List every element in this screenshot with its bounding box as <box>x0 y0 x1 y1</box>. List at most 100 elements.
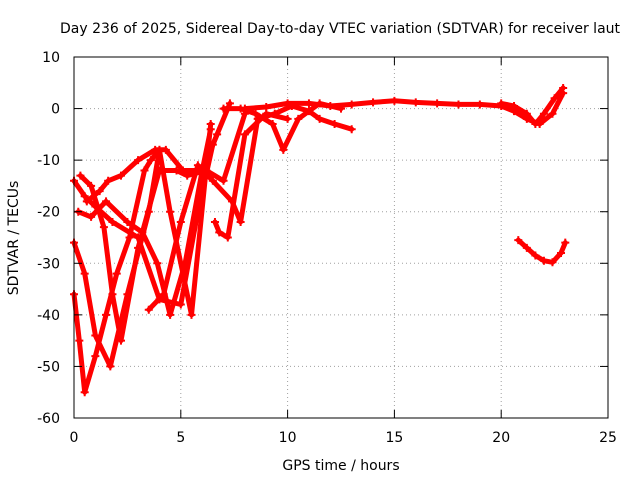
data-point <box>178 166 187 175</box>
data-point <box>539 256 548 265</box>
data-point <box>262 109 271 118</box>
data-point <box>134 156 143 165</box>
x-tick-label: 25 <box>599 430 617 446</box>
data-point <box>213 130 222 139</box>
plot-frame <box>73 56 609 419</box>
data-point <box>146 156 155 165</box>
data-point <box>240 104 249 113</box>
data-point <box>153 259 162 268</box>
data-point <box>330 120 339 129</box>
data-point <box>514 236 523 245</box>
data-point <box>125 233 134 242</box>
data-point <box>75 336 84 345</box>
data-point <box>151 145 160 154</box>
data-point <box>144 305 153 314</box>
y-tick-label: 10 <box>42 50 60 66</box>
data-point <box>559 83 568 92</box>
data-point <box>176 300 185 309</box>
x-tick-label: 10 <box>279 430 297 446</box>
data-point <box>166 207 175 216</box>
data-point <box>95 187 104 196</box>
data-point <box>193 161 202 170</box>
data-point <box>548 109 557 118</box>
data-point <box>91 352 100 361</box>
series-trace <box>146 103 355 313</box>
data-point <box>294 114 303 123</box>
data-point <box>283 114 292 123</box>
data-point <box>531 120 540 129</box>
y-tick-label: -60 <box>37 411 60 427</box>
data-point <box>315 114 324 123</box>
y-axis-label: SDTVAR / TECUs <box>6 181 22 296</box>
data-point <box>102 197 111 206</box>
data-point <box>236 218 245 227</box>
data-point <box>99 223 108 232</box>
data-point <box>140 166 149 175</box>
data-point <box>223 233 232 242</box>
data-point <box>251 109 260 118</box>
data-point <box>87 181 96 190</box>
data-point <box>557 248 566 257</box>
series-track-11 <box>497 83 568 129</box>
data-point <box>454 100 463 109</box>
data-point <box>550 94 559 103</box>
data-point <box>475 100 484 109</box>
series-track-7 <box>144 101 356 314</box>
data-point <box>80 388 89 397</box>
data-point <box>347 100 356 109</box>
data-point <box>104 176 113 185</box>
data-point <box>166 310 175 319</box>
x-tick-label: 20 <box>492 430 510 446</box>
data-point <box>219 176 228 185</box>
data-point <box>219 104 228 113</box>
data-point <box>144 207 153 216</box>
x-axis-label: GPS time / hours <box>282 458 399 474</box>
series-track-8 <box>210 109 292 242</box>
data-point <box>390 96 399 105</box>
y-tick-label: -50 <box>37 359 60 375</box>
data-point <box>215 228 224 237</box>
x-tick-label: 0 <box>70 430 79 446</box>
data-point <box>91 331 100 340</box>
data-point <box>102 310 111 319</box>
data-point <box>326 101 335 110</box>
data-point <box>433 99 442 108</box>
data-point <box>539 109 548 118</box>
data-point <box>187 310 196 319</box>
data-point <box>279 145 288 154</box>
data-point <box>522 109 531 118</box>
tick-layer: 0 5 10 15 20 25 -60 -50 -40 -30 -20 -10 0 10 <box>37 50 617 446</box>
data-point <box>268 120 277 129</box>
y-tick-label: -40 <box>37 308 60 324</box>
series-trace <box>84 126 214 204</box>
data-point <box>225 99 234 108</box>
y-tick-label: -10 <box>37 153 60 169</box>
data-point <box>106 362 115 371</box>
data-point <box>80 269 89 278</box>
data-point <box>123 290 132 299</box>
data-point <box>531 251 540 260</box>
data-point <box>210 218 219 227</box>
series-trace <box>71 121 214 369</box>
y-tick-label: 0 <box>51 102 60 118</box>
data-point <box>262 103 271 112</box>
data-point <box>347 125 356 134</box>
data-point <box>497 99 506 108</box>
data-point <box>411 98 420 107</box>
y-tick-label: -20 <box>37 205 60 221</box>
data-point <box>561 238 570 247</box>
data-point <box>522 243 531 252</box>
chart-title: Day 236 of 2025, Sidereal Day-to-day VTE… <box>60 21 621 37</box>
data-point <box>159 290 168 299</box>
data-point <box>283 99 292 108</box>
data-point <box>206 125 215 134</box>
x-tick-label: 15 <box>385 430 403 446</box>
series-track-6 <box>82 125 215 206</box>
data-point <box>80 192 89 201</box>
data-point <box>123 218 132 227</box>
data-point <box>87 212 96 221</box>
data-point <box>304 99 313 108</box>
x-tick-label: 5 <box>176 430 185 446</box>
